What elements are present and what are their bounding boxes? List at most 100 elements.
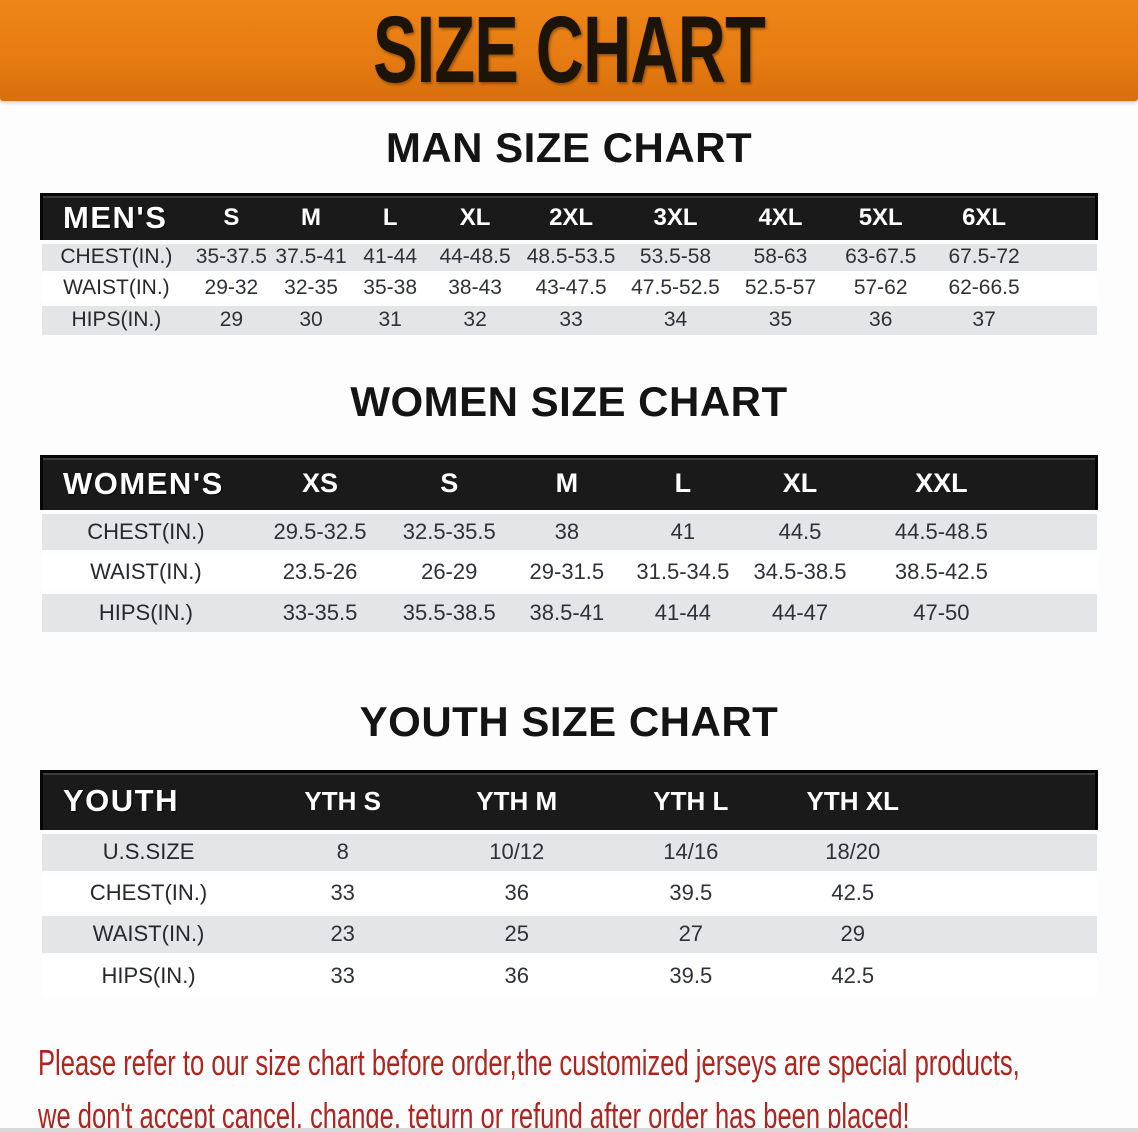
cell: 47.5-52.5	[621, 270, 730, 304]
cell: 34.5-38.5	[740, 549, 860, 592]
cell: 48.5-53.5	[520, 239, 622, 273]
women-waist-row: WAIST(IN.) 23.5-26 26-29 29-31.5 31.5-34…	[41, 549, 1097, 592]
row-label: HIPS(IN.)	[41, 589, 251, 632]
banner: SIZE CHART	[0, 0, 1138, 101]
note-line-1: Please refer to our size chart before or…	[38, 1042, 1020, 1083]
youth-hips-row: HIPS(IN.) 33 36 39.5 42.5	[41, 952, 1097, 996]
cell: 25	[429, 911, 604, 955]
youth-col-header: YTH S	[255, 770, 430, 833]
women-col-header: XL	[740, 455, 860, 513]
cell: 36	[831, 301, 930, 335]
cell: 35-38	[350, 270, 430, 304]
row-label: HIPS(IN.)	[41, 952, 256, 996]
cell: 47-50	[859, 589, 1024, 632]
page-title: SIZE CHART	[373, 0, 766, 103]
footer-note: Please refer to our size chart before or…	[38, 1036, 1138, 1132]
cell: 57-62	[831, 270, 930, 304]
cell: 29.5-32.5	[250, 509, 390, 552]
youth-header-row: YOUTH YTH S YTH M YTH L YTH XL	[39, 770, 1098, 833]
women-hips-row: HIPS(IN.) 33-35.5 35.5-38.5 38.5-41 41-4…	[41, 589, 1097, 632]
men-col-header: 3XL	[621, 193, 730, 243]
spacer-cell	[1038, 270, 1097, 304]
spacer-cell	[1038, 193, 1099, 243]
cell: 32.5-35.5	[389, 509, 509, 552]
men-col-header: S	[191, 193, 272, 243]
cell: 14/16	[603, 829, 778, 873]
spacer-cell	[1023, 455, 1098, 513]
men-col-header: 6XL	[929, 193, 1039, 243]
women-col-header: S	[389, 455, 509, 513]
cell: 63-67.5	[831, 239, 930, 273]
men-col-header: 5XL	[831, 193, 930, 243]
women-col-header: M	[508, 455, 625, 513]
women-header-row: WOMEN'S XS S M L XL XXL	[40, 455, 1098, 513]
row-label: WAIST(IN.)	[41, 270, 192, 304]
spacer-cell	[1023, 589, 1097, 632]
cell: 38.5-42.5	[859, 549, 1024, 592]
spacer-cell	[927, 770, 1098, 833]
cell: 32-35	[271, 270, 351, 304]
cell: 34	[621, 301, 730, 335]
youth-col-header: YTH L	[603, 770, 778, 833]
cell: 33-35.5	[250, 589, 390, 632]
cell: 29	[777, 911, 928, 955]
men-col-header: 2XL	[520, 193, 622, 243]
spacer-cell	[927, 911, 1097, 955]
men-section-heading: MAN SIZE CHART	[385, 124, 753, 171]
men-chest-row: CHEST(IN.) 35-37.5 37.5-41 41-44 44-48.5…	[41, 239, 1097, 273]
cell: 36	[429, 870, 604, 914]
row-label: U.S.SIZE	[41, 829, 256, 873]
cell: 44.5-48.5	[859, 509, 1024, 552]
women-table-title: WOMEN'S	[40, 455, 251, 513]
men-col-header: XL	[429, 193, 521, 243]
spacer-cell	[927, 952, 1097, 996]
men-table-title: MEN'S	[40, 193, 192, 243]
youth-chest-row: CHEST(IN.) 33 36 39.5 42.5	[41, 870, 1097, 914]
cell: 39.5	[603, 952, 778, 996]
cell: 30	[271, 301, 351, 335]
men-size-table: MEN'S S M L XL 2XL 3XL 4XL 5XL 6XL CHEST…	[40, 193, 1099, 335]
cell: 18/20	[777, 829, 928, 873]
youth-col-header: YTH XL	[777, 770, 928, 833]
youth-ussize-row: U.S.SIZE 8 10/12 14/16 18/20	[41, 829, 1097, 873]
note-line-2: we don't accept cancel, change, teturn o…	[38, 1095, 910, 1132]
cell: 39.5	[603, 870, 778, 914]
cell: 43-47.5	[520, 270, 622, 304]
women-col-header: XXL	[859, 455, 1024, 513]
cell: 36	[429, 952, 604, 996]
cell: 44-48.5	[429, 239, 521, 273]
men-hips-row: HIPS(IN.) 29 30 31 32 33 34 35 36 37	[41, 301, 1097, 335]
women-size-table: WOMEN'S XS S M L XL XXL CHEST(IN.) 29.5-…	[40, 455, 1098, 632]
cell: 31	[350, 301, 430, 335]
cell: 35.5-38.5	[389, 589, 509, 632]
spacer-cell	[927, 829, 1097, 873]
women-section-heading: WOMEN SIZE CHART	[350, 378, 788, 425]
cell: 67.5-72	[929, 239, 1039, 273]
row-label: HIPS(IN.)	[41, 301, 192, 335]
women-chest-row: CHEST(IN.) 29.5-32.5 32.5-35.5 38 41 44.…	[41, 509, 1097, 552]
youth-section-heading: YOUTH SIZE CHART	[359, 698, 779, 745]
spacer-cell	[1023, 509, 1097, 552]
cell: 41-44	[624, 589, 741, 632]
cell: 33	[520, 301, 622, 335]
women-col-header: XS	[250, 455, 390, 513]
cell: 33	[255, 952, 430, 996]
women-col-header: L	[624, 455, 741, 513]
youth-col-header: YTH M	[429, 770, 604, 833]
youth-waist-row: WAIST(IN.) 23 25 27 29	[41, 911, 1097, 955]
cell: 38.5-41	[508, 589, 625, 632]
men-col-header: M	[271, 193, 351, 243]
cell: 26-29	[389, 549, 509, 592]
cell: 10/12	[429, 829, 604, 873]
cell: 53.5-58	[621, 239, 730, 273]
cell: 38-43	[429, 270, 521, 304]
cell: 33	[255, 870, 430, 914]
cell: 35	[729, 301, 832, 335]
youth-table-title: YOUTH	[39, 770, 256, 833]
cell: 44.5	[740, 509, 860, 552]
cell: 29	[191, 301, 272, 335]
bottom-edge-line	[0, 1128, 1138, 1132]
spacer-cell	[1038, 301, 1097, 335]
spacer-cell	[1023, 549, 1097, 592]
